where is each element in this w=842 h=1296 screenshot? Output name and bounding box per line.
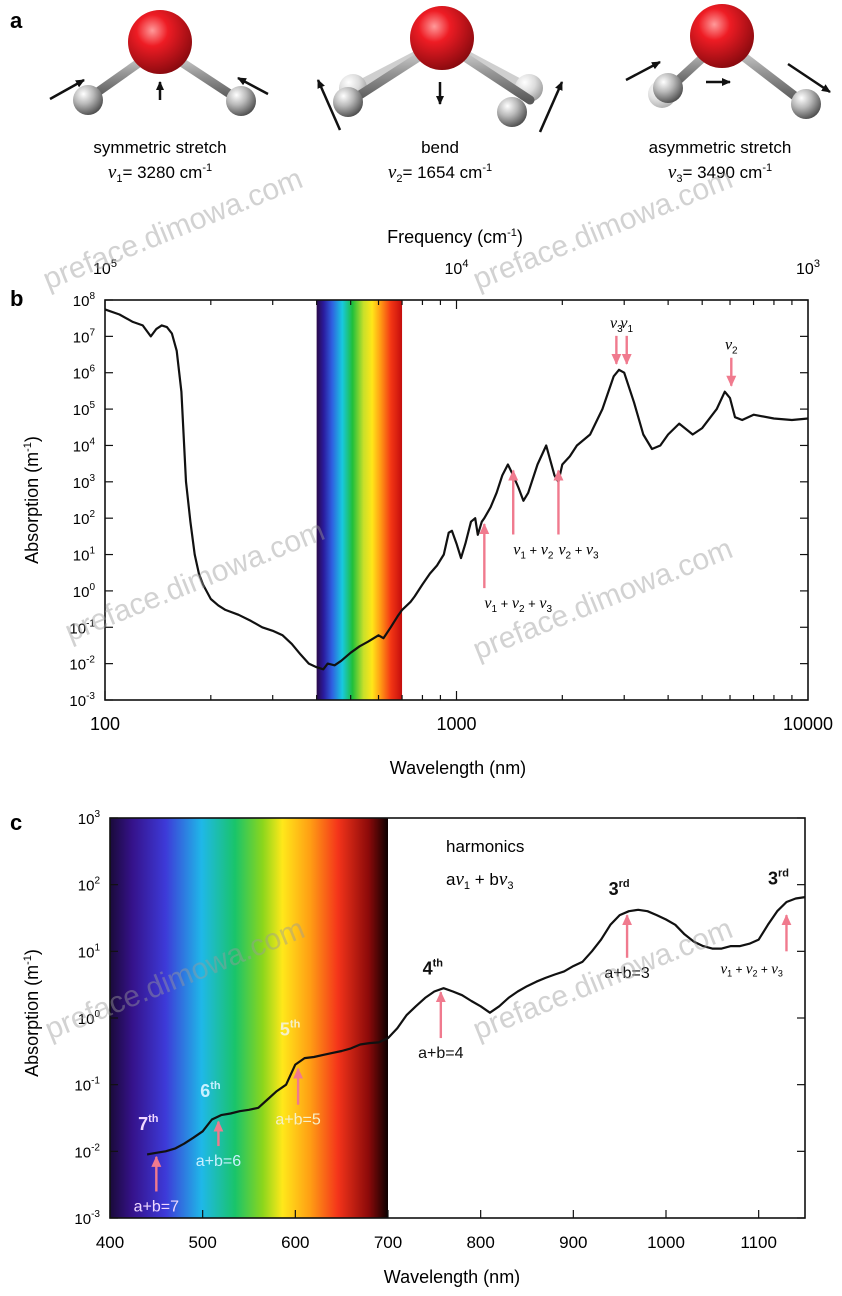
harmonic-sum-label: a+b=5: [275, 1112, 320, 1129]
y-tick-label: 10-2: [74, 1142, 100, 1161]
harmonic-sum-label: a+b=7: [134, 1198, 179, 1215]
watermark: preface.dimowa.com: [60, 514, 329, 648]
panel-a-molecules: a: [10, 4, 831, 185]
y-tick-label: 104: [73, 436, 96, 455]
plot-frame: [104, 299, 809, 701]
mode-name-asymmetric: asymmetric stretch: [649, 138, 792, 157]
arrow-icon: [237, 76, 269, 96]
panel-c-legend-title: harmonics: [446, 837, 524, 856]
mode-value-symmetric: v1= 3280 cm-1: [108, 162, 212, 185]
x-tick-label: 10000: [783, 714, 833, 734]
harmonic-sum-label: a+b=4: [418, 1045, 463, 1062]
y-tick-label: 103: [78, 809, 101, 828]
mode-name-symmetric: symmetric stretch: [93, 138, 226, 157]
absorption-line: [104, 308, 809, 671]
arrow-icon: [787, 62, 831, 94]
absorption-line: [146, 896, 806, 1156]
bend-molecule: [316, 6, 564, 133]
asymmetric-stretch-molecule: [625, 4, 831, 119]
panel-a-letter: a: [10, 8, 23, 33]
mode-label: v3: [610, 315, 623, 335]
panel-c-letter: c: [10, 810, 22, 835]
top-tick-label: 103: [796, 258, 820, 278]
panel-b-y-axis-label: Absorption (m-1): [22, 436, 42, 564]
x-tick-label: 700: [374, 1233, 402, 1252]
mode-label: v2: [725, 337, 738, 357]
x-tick-label: 100: [90, 714, 120, 734]
panel-c-axes: 400 500 600 700 800 900 1000 1100 10-3 10-2 10-1 10…: [74, 809, 806, 1252]
mode-label: v1 + v2 + v3: [484, 595, 552, 615]
harmonic-order-label: 6th: [200, 1080, 221, 1101]
y-tick-label: 107: [73, 327, 96, 346]
watermark: preface.dimowa.com: [38, 162, 307, 296]
mode-value-asymmetric: v3= 3490 cm-1: [668, 162, 772, 185]
top-tick-label: 105: [93, 258, 117, 278]
mode-label: v1: [620, 315, 633, 335]
arrow-icon: [538, 81, 564, 133]
arrow-icon: [49, 78, 85, 101]
y-tick-label: 10-3: [74, 1209, 100, 1228]
panel-c-chart: c 400 500 600 700 800 900 1000 1100 10-3 10-2 10-1…: [10, 809, 806, 1287]
y-tick-label: 100: [73, 582, 96, 601]
arrow-icon: [316, 79, 342, 131]
harmonic-order-label: 3rd: [609, 878, 630, 899]
x-tick-label: 900: [559, 1233, 587, 1252]
panel-b-axes: 100 1000 10000 105 104 103 10-3 10-2 10-1 100 101 1…: [69, 258, 833, 734]
x-tick-label: 500: [188, 1233, 216, 1252]
y-tick-label: 105: [73, 400, 96, 419]
panel-c-legend-formula: av1 + bv3: [446, 869, 513, 892]
panel-c-series: [146, 896, 806, 1156]
combination-label: v1 + v2 + v3: [720, 961, 782, 978]
x-tick-label: 400: [96, 1233, 124, 1252]
panel-c-x-axis-label: Wavelength (nm): [384, 1267, 520, 1287]
x-tick-label: 1100: [740, 1233, 777, 1252]
y-tick-label: 10-2: [69, 655, 95, 674]
x-tick-label: 1000: [436, 714, 476, 734]
y-tick-label: 100: [78, 1009, 101, 1028]
symmetric-stretch-molecule: [49, 10, 269, 116]
top-tick-label: 104: [445, 258, 469, 278]
x-tick-label: 1000: [647, 1233, 685, 1252]
y-tick-label: 10-1: [74, 1076, 100, 1095]
y-tick-label: 101: [73, 546, 96, 565]
y-tick-label: 101: [78, 942, 101, 961]
panel-b-letter: b: [10, 286, 23, 311]
y-tick-label: 102: [78, 876, 101, 895]
watermark: preface.dimowa.com: [468, 912, 737, 1046]
y-tick-label: 10-3: [69, 691, 95, 710]
mode-label: v1 + v2: [513, 541, 554, 561]
harmonic-sum-label: a+b=6: [196, 1153, 241, 1170]
panel-b-x-axis-label: Wavelength (nm): [390, 758, 526, 778]
panel-b-top-axis-label: Frequency (cm-1): [387, 227, 523, 247]
panel-b-series: [104, 308, 809, 671]
x-tick-label: 600: [281, 1233, 309, 1252]
harmonic-order-label: 7th: [138, 1113, 159, 1134]
visible-spectrum-band: [316, 300, 403, 700]
harmonic-order-label: 5th: [280, 1018, 301, 1039]
harmonic-order-label: 4th: [423, 957, 444, 978]
y-tick-label: 106: [73, 364, 96, 383]
harmonic-order-label: 3rd: [768, 868, 789, 889]
y-tick-label: 103: [73, 473, 96, 492]
y-tick-label: 10-1: [69, 618, 95, 637]
panel-c-annotations: 3rd v1 + v2 + v3 3rd a+b=3 4th a+b=4 5th a+b=5 6…: [134, 868, 792, 1215]
y-tick-label: 102: [73, 509, 96, 528]
y-tick-label: 108: [73, 291, 96, 310]
arrow-icon: [625, 60, 661, 82]
harmonic-sum-label: a+b=3: [604, 965, 649, 982]
x-tick-label: 800: [466, 1233, 494, 1252]
mode-name-bend: bend: [421, 138, 459, 157]
visible-spectrum-band: [110, 818, 388, 1218]
mode-value-bend: v2= 1654 cm-1: [388, 162, 492, 185]
panel-c-y-axis-label: Absorption (m-1): [22, 949, 42, 1077]
mode-label: v2 + v3: [558, 541, 599, 561]
